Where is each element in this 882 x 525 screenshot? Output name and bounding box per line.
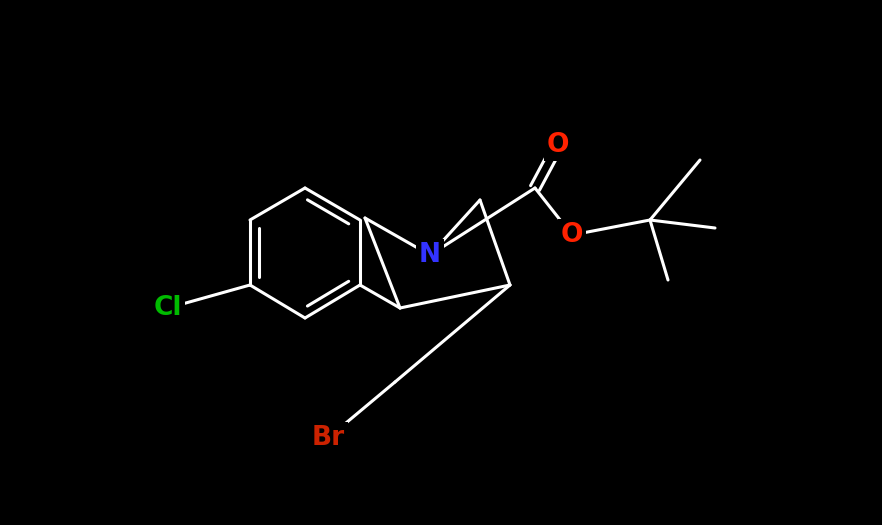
Text: O: O — [547, 132, 569, 158]
Text: Br: Br — [311, 425, 345, 451]
Text: Cl: Cl — [153, 295, 183, 321]
Text: O: O — [561, 222, 583, 248]
Text: N: N — [419, 242, 441, 268]
